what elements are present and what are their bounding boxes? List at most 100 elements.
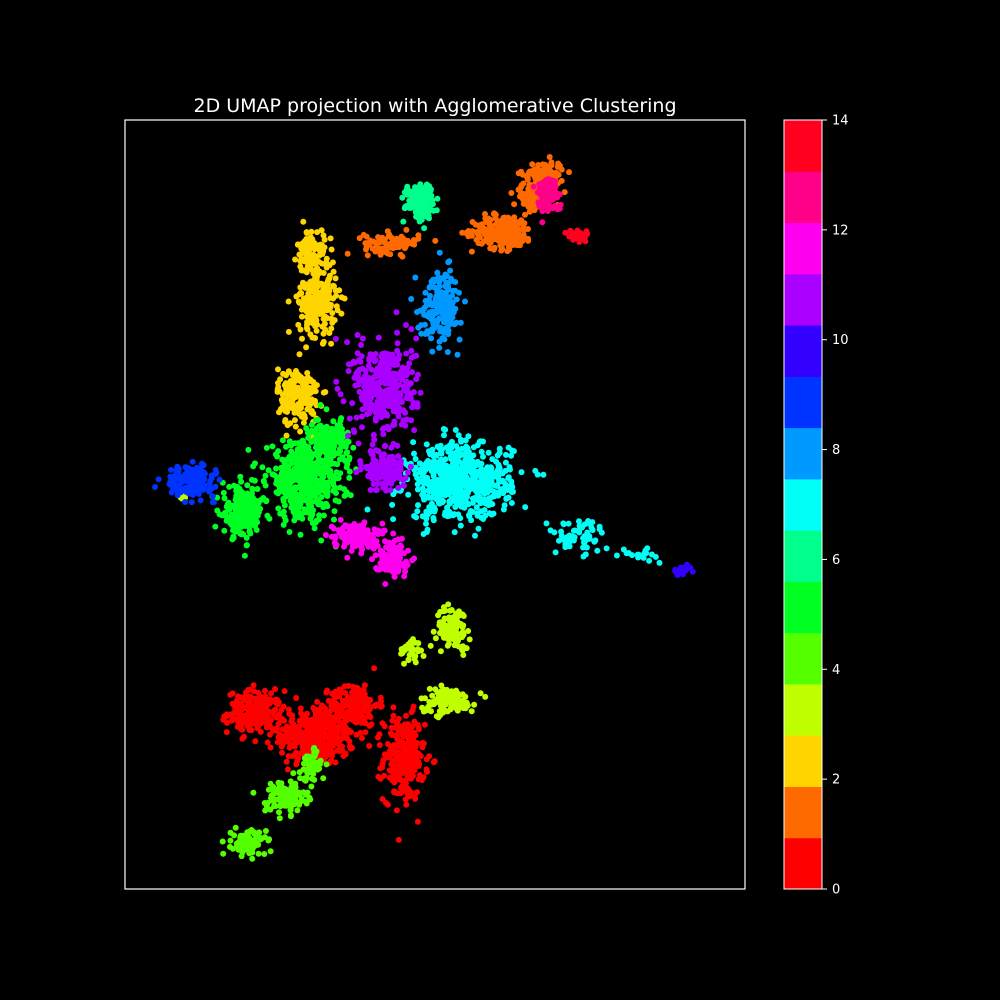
data-point [238,531,245,538]
data-point [364,252,371,259]
data-point [338,310,345,317]
data-point [393,309,400,316]
data-point [227,691,234,698]
data-point [322,326,329,333]
data-point [303,425,310,432]
data-point [248,717,255,724]
data-point [389,501,396,508]
data-point [281,688,288,695]
data-point [303,800,310,807]
data-point [429,504,436,511]
data-point [256,829,263,836]
data-point [250,500,257,507]
data-point [381,772,388,779]
data-point [434,443,441,450]
data-point [424,768,430,775]
data-point [381,751,388,758]
data-point [461,489,468,496]
data-point [306,794,313,801]
data-point [220,489,227,496]
data-point [399,194,406,201]
data-point [323,500,329,507]
data-point [544,163,551,170]
data-point [188,482,195,488]
data-point [321,320,328,327]
data-point [254,486,261,492]
data-point [409,760,416,766]
data-point [296,351,303,358]
data-point [403,416,410,423]
data-point [437,463,444,470]
data-point [449,300,456,307]
data-point [260,478,267,485]
data-point [373,701,380,708]
data-point [430,276,437,283]
data-point [318,537,325,544]
data-point [437,648,444,655]
data-point [437,712,444,719]
data-point [423,520,429,527]
data-point [310,491,317,498]
data-point [443,313,449,320]
data-point [428,192,435,199]
data-point [490,510,497,517]
data-point [326,330,333,336]
data-point [288,729,295,736]
data-point [419,196,426,203]
data-point [454,466,461,473]
data-point [311,284,318,291]
data-point [314,698,321,705]
data-point [297,263,304,270]
data-point [236,707,243,714]
data-point [390,763,397,770]
data-point [287,420,294,427]
data-point [296,401,303,408]
data-point [189,458,196,465]
data-point [580,544,587,551]
data-point [386,753,393,760]
data-point [292,740,299,746]
data-point [318,479,325,486]
data-point [345,432,352,439]
data-point [477,690,484,697]
data-point [486,239,492,246]
data-point [275,505,282,512]
data-point [276,409,282,416]
data-point [300,731,306,738]
cluster-0-points [220,682,300,746]
data-point [390,704,397,711]
data-point [443,462,450,469]
data-point [473,487,480,494]
data-point [525,226,531,232]
data-point [278,743,285,750]
data-point [508,452,515,459]
data-point [237,473,244,480]
data-point [390,712,397,719]
data-point [389,351,396,358]
data-point [347,492,354,499]
data-point [409,240,416,247]
data-point [262,693,269,700]
data-point [303,236,310,242]
data-point [228,717,235,724]
data-point [239,500,245,507]
data-point [487,245,494,252]
data-point [526,208,533,215]
data-point [226,483,233,490]
data-point [285,328,292,335]
data-point [335,450,342,457]
data-point [371,665,378,672]
data-point [414,789,420,796]
data-point [321,313,328,320]
data-point [280,498,287,505]
data-point [234,483,241,490]
data-point [405,491,412,498]
data-point [467,456,474,463]
data-point [460,652,467,658]
data-point [304,251,311,258]
data-point [483,217,490,224]
data-point [424,186,431,193]
data-point [282,407,289,414]
data-point [299,743,306,750]
data-point [532,467,539,474]
